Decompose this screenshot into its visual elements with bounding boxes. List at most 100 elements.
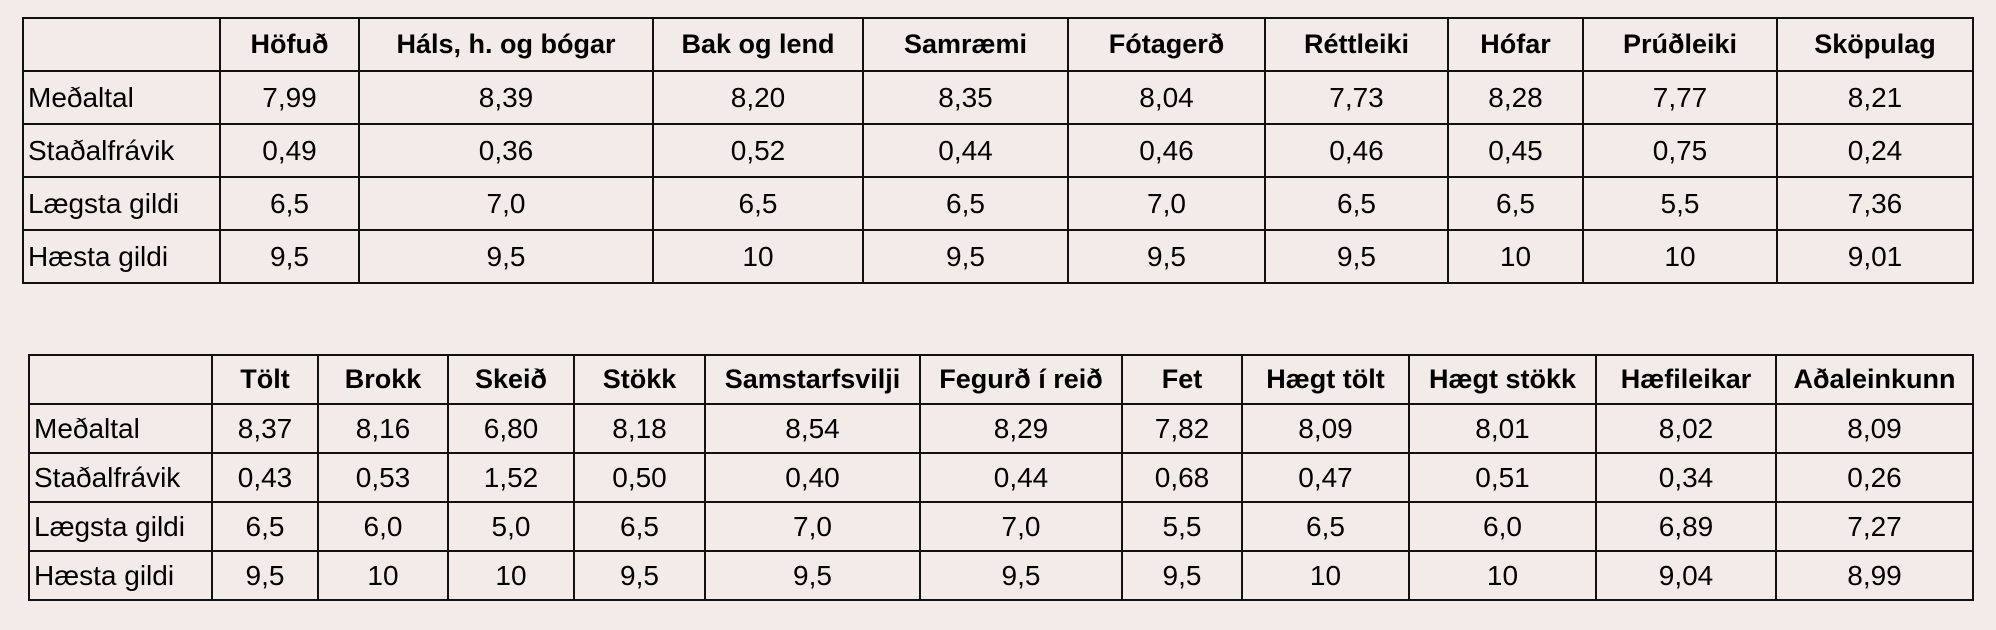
column-header: Prúðleiki	[1582, 17, 1778, 72]
column-header: Hæfileikar	[1595, 354, 1777, 405]
table-structure: Höfuð Háls, h. og bógar Bak og lend Samræmi…	[22, 17, 1974, 284]
cell: 10	[317, 550, 449, 601]
data-row: Meðaltal 8,37 8,16 6,80 8,18 8,54 8,29 7,82 8,09…	[28, 403, 1974, 454]
column-header: Bak og lend	[652, 17, 864, 72]
data-row: Meðaltal 7,99 8,39 8,20 8,35 8,04 7,73 8,28 7,77…	[22, 70, 1974, 125]
cell: 8,18	[573, 403, 706, 454]
column-header: Réttleiki	[1264, 17, 1449, 72]
cell: 8,99	[1775, 550, 1974, 601]
column-header: Sköpulag	[1776, 17, 1974, 72]
row-label: Lægsta gildi	[22, 176, 221, 231]
cell: 0,45	[1447, 123, 1584, 178]
column-header: Háls, h. og bógar	[358, 17, 654, 72]
column-header: Höfuð	[219, 17, 360, 72]
cell: 0,34	[1595, 452, 1777, 503]
cell: 8,04	[1067, 70, 1266, 125]
cell: 0,24	[1776, 123, 1974, 178]
cell: 10	[1447, 229, 1584, 284]
cell: 9,04	[1595, 550, 1777, 601]
cell: 8,09	[1241, 403, 1410, 454]
row-label: Hæsta gildi	[28, 550, 213, 601]
cell: 7,0	[704, 501, 921, 552]
cell: 7,0	[919, 501, 1123, 552]
cell: 6,5	[1264, 176, 1449, 231]
table-gaits: Tölt Brokk Skeið Stökk Samstarfsvilji Fegurð …	[28, 354, 1974, 601]
header-row: Höfuð Háls, h. og bógar Bak og lend Samræmi…	[22, 17, 1974, 72]
cell: 10	[1408, 550, 1597, 601]
cell: 9,5	[919, 550, 1123, 601]
row-label: Staðalfrávik	[28, 452, 213, 503]
row-label: Hæsta gildi	[22, 229, 221, 284]
cell: 0,51	[1408, 452, 1597, 503]
cell: 6,5	[1447, 176, 1584, 231]
column-header: Fegurð í reið	[919, 354, 1123, 405]
cell: 0,53	[317, 452, 449, 503]
data-row: Lægsta gildi 6,5 6,0 5,0 6,5 7,0 7,0 5,5 6,5 6,0 6…	[28, 501, 1974, 552]
cell: 10	[1582, 229, 1778, 284]
column-header: Fet	[1121, 354, 1243, 405]
column-header: Hófar	[1447, 17, 1584, 72]
cell: 6,0	[1408, 501, 1597, 552]
cell: 5,5	[1582, 176, 1778, 231]
cell: 10	[447, 550, 575, 601]
data-row: Staðalfrávik 0,43 0,53 1,52 0,50 0,40 0,44 0,68…	[28, 452, 1974, 503]
cell: 9,5	[704, 550, 921, 601]
column-header: Hægt tölt	[1241, 354, 1410, 405]
cell: 6,5	[573, 501, 706, 552]
cell: 0,44	[919, 452, 1123, 503]
cell: 9,5	[862, 229, 1069, 284]
column-header: Tölt	[211, 354, 319, 405]
cell: 8,16	[317, 403, 449, 454]
cell: 6,0	[317, 501, 449, 552]
cell: 10	[652, 229, 864, 284]
cell: 7,99	[219, 70, 360, 125]
cell: 0,36	[358, 123, 654, 178]
cell: 0,26	[1775, 452, 1974, 503]
cell: 9,5	[211, 550, 319, 601]
cell: 8,21	[1776, 70, 1974, 125]
cell: 6,80	[447, 403, 575, 454]
cell: 0,75	[1582, 123, 1778, 178]
corner-cell	[28, 354, 213, 405]
column-header: Samræmi	[862, 17, 1069, 72]
column-header: Samstarfsvilji	[704, 354, 921, 405]
cell: 8,35	[862, 70, 1069, 125]
column-header: Brokk	[317, 354, 449, 405]
cell: 7,0	[1067, 176, 1266, 231]
header-row: Tölt Brokk Skeið Stökk Samstarfsvilji Fegurð …	[28, 354, 1974, 405]
row-label: Meðaltal	[28, 403, 213, 454]
cell: 7,0	[358, 176, 654, 231]
row-label: Staðalfrávik	[22, 123, 221, 178]
cell: 9,5	[573, 550, 706, 601]
cell: 0,49	[219, 123, 360, 178]
cell: 0,50	[573, 452, 706, 503]
cell: 0,68	[1121, 452, 1243, 503]
cell: 0,40	[704, 452, 921, 503]
cell: 9,5	[219, 229, 360, 284]
cell: 8,39	[358, 70, 654, 125]
cell: 8,54	[704, 403, 921, 454]
cell: 8,01	[1408, 403, 1597, 454]
cell: 6,5	[219, 176, 360, 231]
cell: 0,46	[1067, 123, 1266, 178]
column-header: Stökk	[573, 354, 706, 405]
cell: 8,09	[1775, 403, 1974, 454]
column-header: Aðaleinkunn	[1775, 354, 1974, 405]
cell: 10	[1241, 550, 1410, 601]
cell: 0,47	[1241, 452, 1410, 503]
cell: 8,37	[211, 403, 319, 454]
cell: 6,5	[1241, 501, 1410, 552]
cell: 9,01	[1776, 229, 1974, 284]
column-header: Skeið	[447, 354, 575, 405]
column-header: Hægt stökk	[1408, 354, 1597, 405]
data-row: Lægsta gildi 6,5 7,0 6,5 6,5 7,0 6,5 6,5 5,5 7,36	[22, 176, 1974, 231]
column-header: Fótagerð	[1067, 17, 1266, 72]
data-row: Hæsta gildi 9,5 10 10 9,5 9,5 9,5 9,5 10 10 9,04 8,…	[28, 550, 1974, 601]
cell: 0,44	[862, 123, 1069, 178]
corner-cell	[22, 17, 221, 72]
cell: 8,20	[652, 70, 864, 125]
cell: 8,02	[1595, 403, 1777, 454]
cell: 7,82	[1121, 403, 1243, 454]
cell: 9,5	[1067, 229, 1266, 284]
